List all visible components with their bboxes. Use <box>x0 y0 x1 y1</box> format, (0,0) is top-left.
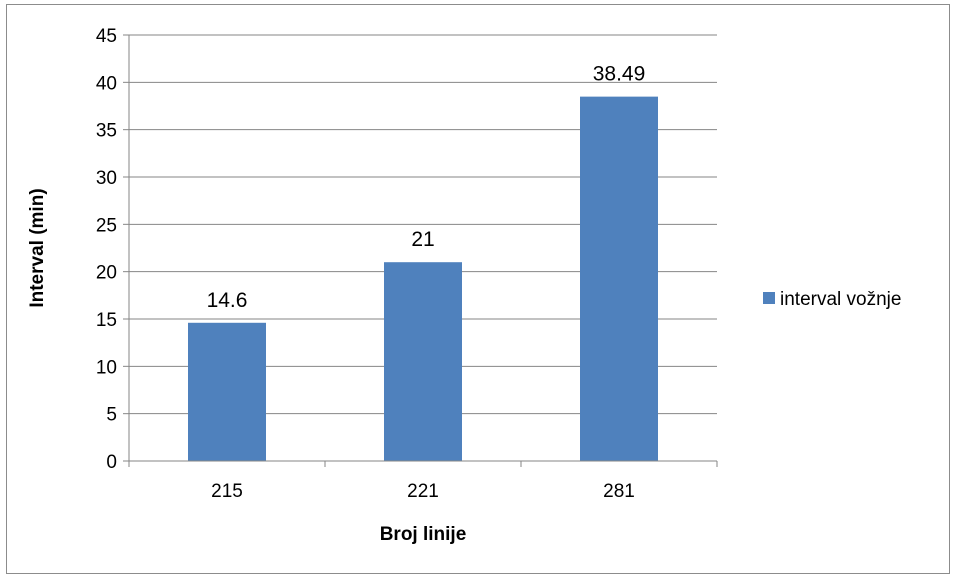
bar-281 <box>580 96 658 462</box>
bar-215 <box>188 322 266 461</box>
y-tick-label: 0 <box>106 452 117 473</box>
x-tick-labels: 215 221 281 <box>211 481 635 502</box>
legend-label: interval vožnje <box>780 289 901 310</box>
x-tick-label-221: 221 <box>407 481 439 502</box>
legend-swatch <box>763 292 775 304</box>
y-tick-label: 45 <box>96 26 117 47</box>
legend: interval vožnje <box>763 289 901 310</box>
y-tick-label: 40 <box>96 73 117 94</box>
bar-221 <box>384 262 462 461</box>
y-tick-label: 25 <box>96 215 117 236</box>
y-tick-label: 5 <box>106 405 117 426</box>
y-tick-labels: 0 5 10 15 20 25 30 35 40 45 <box>96 26 117 473</box>
axes <box>128 35 717 462</box>
x-tick-label-281: 281 <box>603 481 635 502</box>
y-tick-label: 15 <box>96 310 117 331</box>
bars <box>188 96 658 462</box>
chart-area: 14.6 21 38.49 0 5 10 15 20 25 30 35 40 45 215 221 281… <box>6 4 950 574</box>
y-axis-title: Interval (min) <box>27 188 48 307</box>
y-tick-label: 10 <box>96 357 117 378</box>
y-tick-label: 20 <box>96 263 117 284</box>
bar-chart: 14.6 21 38.49 0 5 10 15 20 25 30 35 40 45 215 221 281… <box>27 26 901 545</box>
data-label-221: 21 <box>411 228 434 251</box>
x-tick-label-215: 215 <box>211 481 243 502</box>
y-tick-label: 35 <box>96 121 117 142</box>
data-label-281: 38.49 <box>593 63 646 86</box>
y-tick-label: 30 <box>96 168 117 189</box>
data-label-215: 14.6 <box>207 289 248 312</box>
x-axis-title: Broj linije <box>380 524 467 545</box>
data-labels: 14.6 21 38.49 <box>207 63 646 312</box>
